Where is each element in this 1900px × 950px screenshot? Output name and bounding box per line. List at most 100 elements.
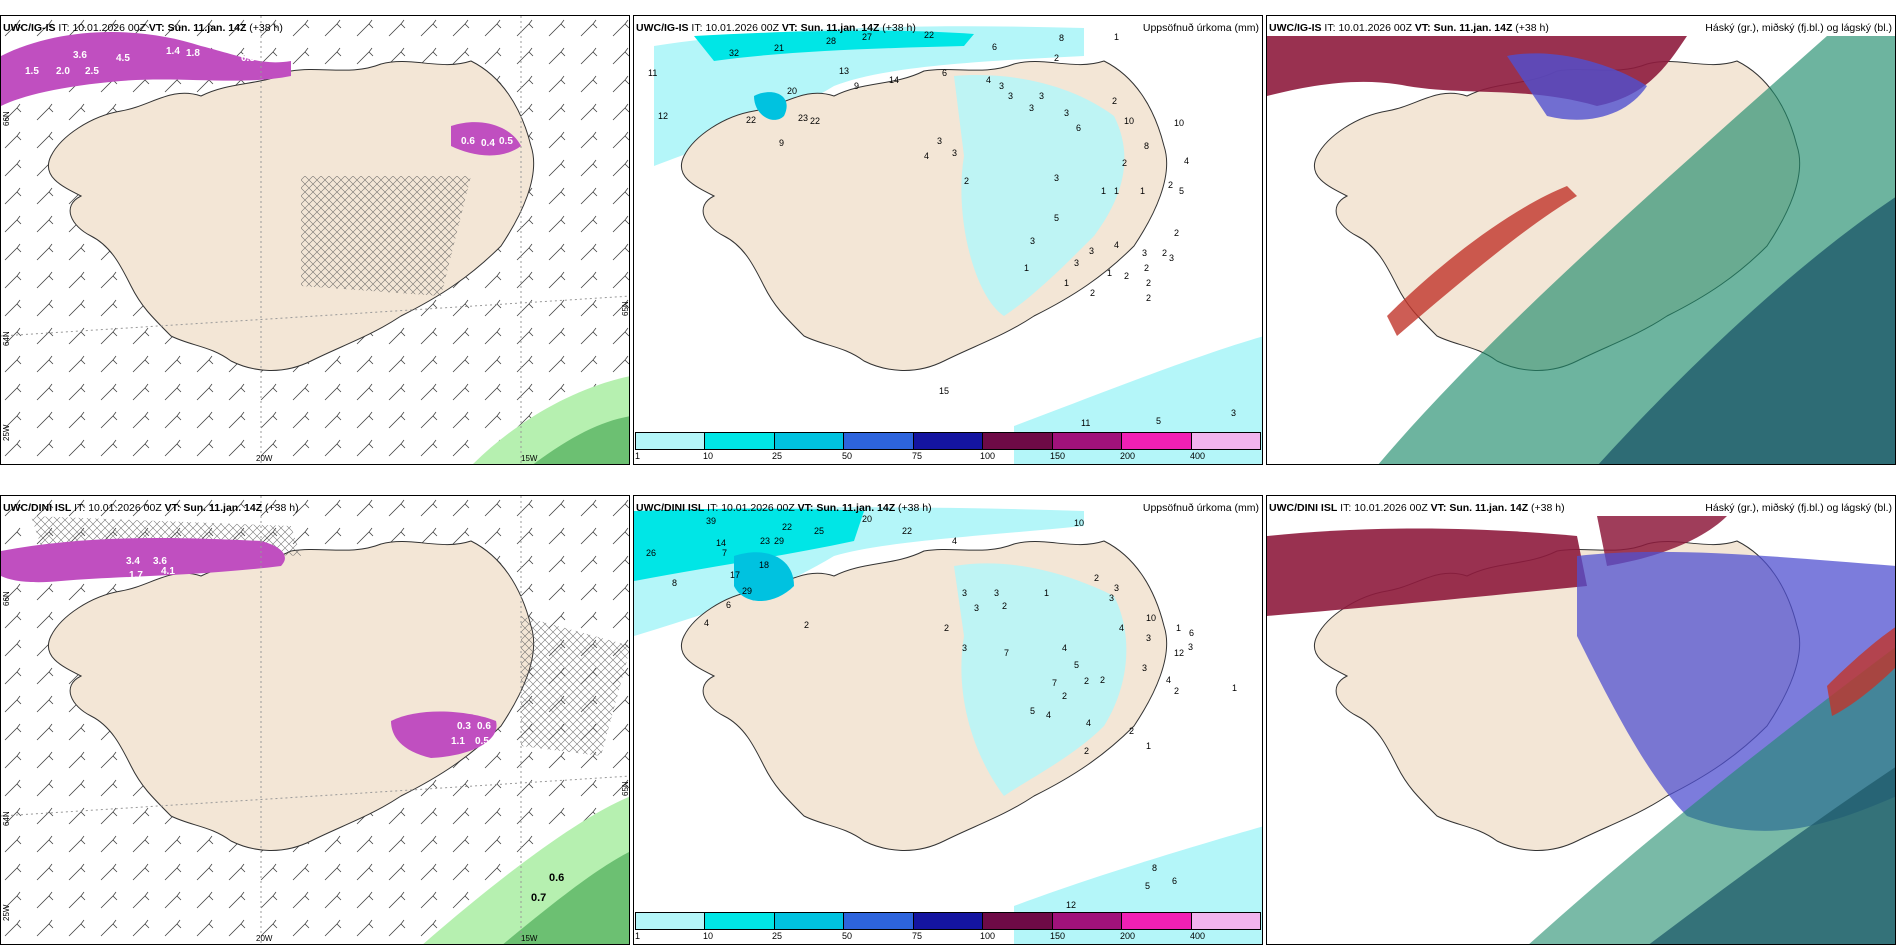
station-value: 4 [1184,156,1189,166]
colorbar-segment [844,433,914,449]
station-value: 8 [1059,33,1064,43]
station-value: 1 [1107,268,1112,278]
colorbar-segment [774,433,845,449]
colorbar-label: 200 [1120,931,1136,941]
colorbar-segment [983,913,1053,929]
colorbar-segment [1122,433,1192,449]
station-value: 20 [862,514,872,524]
station-value: 23 [798,113,808,123]
precip-shading [954,563,1127,796]
station-value: 4 [704,618,709,628]
lat-label: 66N [2,111,11,126]
station-value: 8 [1152,863,1157,873]
precip-value: 0.6 [477,721,491,732]
station-value: 3 [1142,663,1147,673]
vt-label: VT: [148,22,165,34]
precip-value: 0.6 [461,136,475,147]
station-value: 12 [658,111,668,121]
station-value: 2 [1129,726,1134,736]
colorbar-segment [705,913,775,929]
init-time: 10.01.2026 00Z [705,22,779,34]
station-value: 18 [759,560,769,570]
precip-value: 4.5 [116,53,130,64]
station-value: 4 [924,151,929,161]
station-value: 4 [986,75,991,85]
colorbar-label: 150 [1050,451,1066,461]
valid-time: Sun. 11.jan. 14Z [1433,22,1513,34]
map-canvas: 32 21 28 27 22 6 8 1 11 13 9 14 6 4 3 2 … [648,26,1262,464]
precip-value: 4.1 [161,566,175,577]
station-value: 22 [746,115,756,125]
station-value: 20 [787,86,797,96]
colorbar-segment [844,913,914,929]
lon-label: 20W [256,454,273,463]
it-label: IT: [1340,502,1352,514]
station-value: 2 [1122,158,1127,168]
station-value: 11 [1081,418,1090,428]
station-value: 4 [1086,718,1091,728]
colorbar-label: 100 [980,931,996,941]
station-value: 4 [1062,643,1067,653]
colorbar-segment [1052,913,1123,929]
station-value: 10 [1146,613,1156,623]
lon-label: 25W [2,904,11,921]
map-canvas [1267,36,1895,464]
precip-value: 1.7 [129,570,143,581]
precip-value: 3.4 [126,556,140,567]
it-label: IT: [58,22,70,34]
station-value: 1 [1044,588,1049,598]
station-value: 29 [742,586,752,596]
station-value: 3 [1039,91,1044,101]
colorbar-label: 10 [703,931,714,941]
colorbar-label: 100 [980,451,996,461]
panel-header: UWC/DINI ISL IT: 10.01.2026 00Z VT: Sun.… [636,502,932,514]
precip-shading [634,508,864,581]
station-value: 2 [1094,573,1099,583]
colorbar-segment [913,433,984,449]
precip-value: 3.6 [153,556,167,567]
panel-bottom-clouds: UWC/DINI ISL IT: 10.01.2026 00Z VT: Sun.… [1266,495,1896,945]
station-value: 39 [706,516,716,526]
station-value: 6 [1076,123,1081,133]
precip-value: 3.6 [73,50,87,61]
colorbar-label: 1 [635,451,641,461]
parallel [1,295,629,337]
station-value: 2 [1146,278,1151,288]
colorbar-label: 25 [772,931,783,941]
station-value: 3 [994,588,999,598]
station-value: 22 [810,116,820,126]
station-value: 2 [1162,248,1167,258]
valid-time: Sun. 11.jan. 14Z [183,502,263,514]
station-value: 23 [760,536,770,546]
station-value: 3 [1188,642,1193,652]
colorbar-segment [913,913,984,929]
station-value: 3 [1169,253,1174,263]
station-value: 2 [1146,293,1151,303]
station-value: 3 [1231,408,1236,418]
station-value: 2 [1084,676,1089,686]
colorbar-segment [1122,913,1192,929]
precip-value: 2.0 [56,66,70,77]
station-value: 29 [774,536,784,546]
lat-label: 66N [2,591,11,606]
station-value: 5 [1145,881,1150,891]
colorbar-label: 25 [772,451,783,461]
model-name: UWC/IG-IS [1269,22,1322,34]
model-name: UWC/DINI ISL [3,502,72,514]
station-value: 9 [779,138,784,148]
station-value: 2 [1090,288,1095,298]
panel-top-clouds: UWC/IG-IS IT: 10.01.2026 00Z VT: Sun. 11… [1266,15,1896,465]
precip-value: 0.3 [457,721,471,732]
init-time: 10.01.2026 00Z [721,502,795,514]
station-value: 6 [726,600,731,610]
model-name: UWC/DINI ISL [1269,502,1338,514]
precip-band [1,538,285,583]
station-value: 10 [1174,118,1184,128]
station-value: 26 [646,548,656,558]
station-value: 28 [826,36,836,46]
station-value: 5 [1179,186,1184,196]
colorbar-label: 75 [912,451,923,461]
colorbar-segment [983,433,1053,449]
station-value: 2 [1144,263,1149,273]
station-value: 6 [992,42,997,52]
